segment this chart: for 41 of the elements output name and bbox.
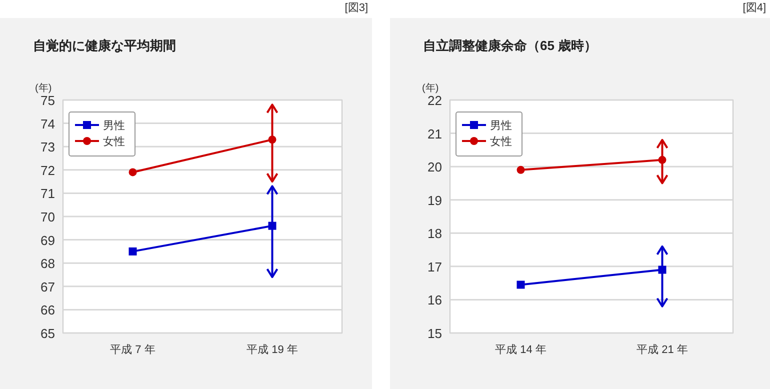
text: [図3] [344, 2, 368, 14]
y-tick-label: 19 [428, 192, 442, 208]
y-tick-label: 71 [40, 186, 55, 202]
x-tick-label: 平成 7 年 [110, 343, 156, 356]
y-tick-label: 17 [428, 259, 442, 274]
point [268, 136, 276, 144]
y-tick-label: 70 [40, 210, 55, 224]
y-tick-label: 74 [40, 116, 55, 132]
y-tick-label: 66 [40, 302, 55, 318]
y-tick-label: 16 [428, 292, 442, 308]
y-tick-label: 18 [428, 226, 442, 242]
point [658, 156, 666, 164]
y-axis-title: (年) [35, 82, 52, 94]
text: [図4] [742, 2, 766, 14]
y-tick-label: 15 [428, 326, 442, 341]
chart-title: 自覚的に健康な平均期間 [33, 38, 176, 53]
point [658, 266, 666, 274]
x-tick-label: 平成 21 年 [636, 343, 688, 356]
y-tick-label: 67 [40, 279, 55, 294]
legend-label: 男性 [490, 120, 512, 132]
y-tick-label: 75 [40, 93, 55, 108]
point [516, 280, 525, 289]
y-tick-label: 72 [40, 162, 55, 178]
x-tick-label: 平成 19 年 [246, 343, 298, 356]
y-tick-label: 68 [40, 256, 55, 272]
y-tick-label: 69 [40, 232, 55, 248]
y-tick-label: 21 [428, 126, 442, 142]
y-tick-label: 22 [428, 93, 442, 108]
point [128, 247, 137, 256]
legend-label: 女性 [490, 136, 512, 148]
point [128, 168, 137, 176]
x-tick-label: 平成 14 年 [495, 343, 546, 356]
y-tick-label: 65 [40, 326, 55, 341]
chart-title: 自立調整健康余命（65 歳時） [423, 38, 598, 53]
legend-label: 女性 [103, 136, 125, 148]
y-axis-title: (年) [422, 82, 439, 94]
y-tick-label: 73 [40, 140, 55, 155]
y-tick-label: 20 [428, 160, 442, 175]
point [268, 222, 276, 230]
point [516, 166, 525, 174]
legend-label: 男性 [103, 120, 125, 132]
